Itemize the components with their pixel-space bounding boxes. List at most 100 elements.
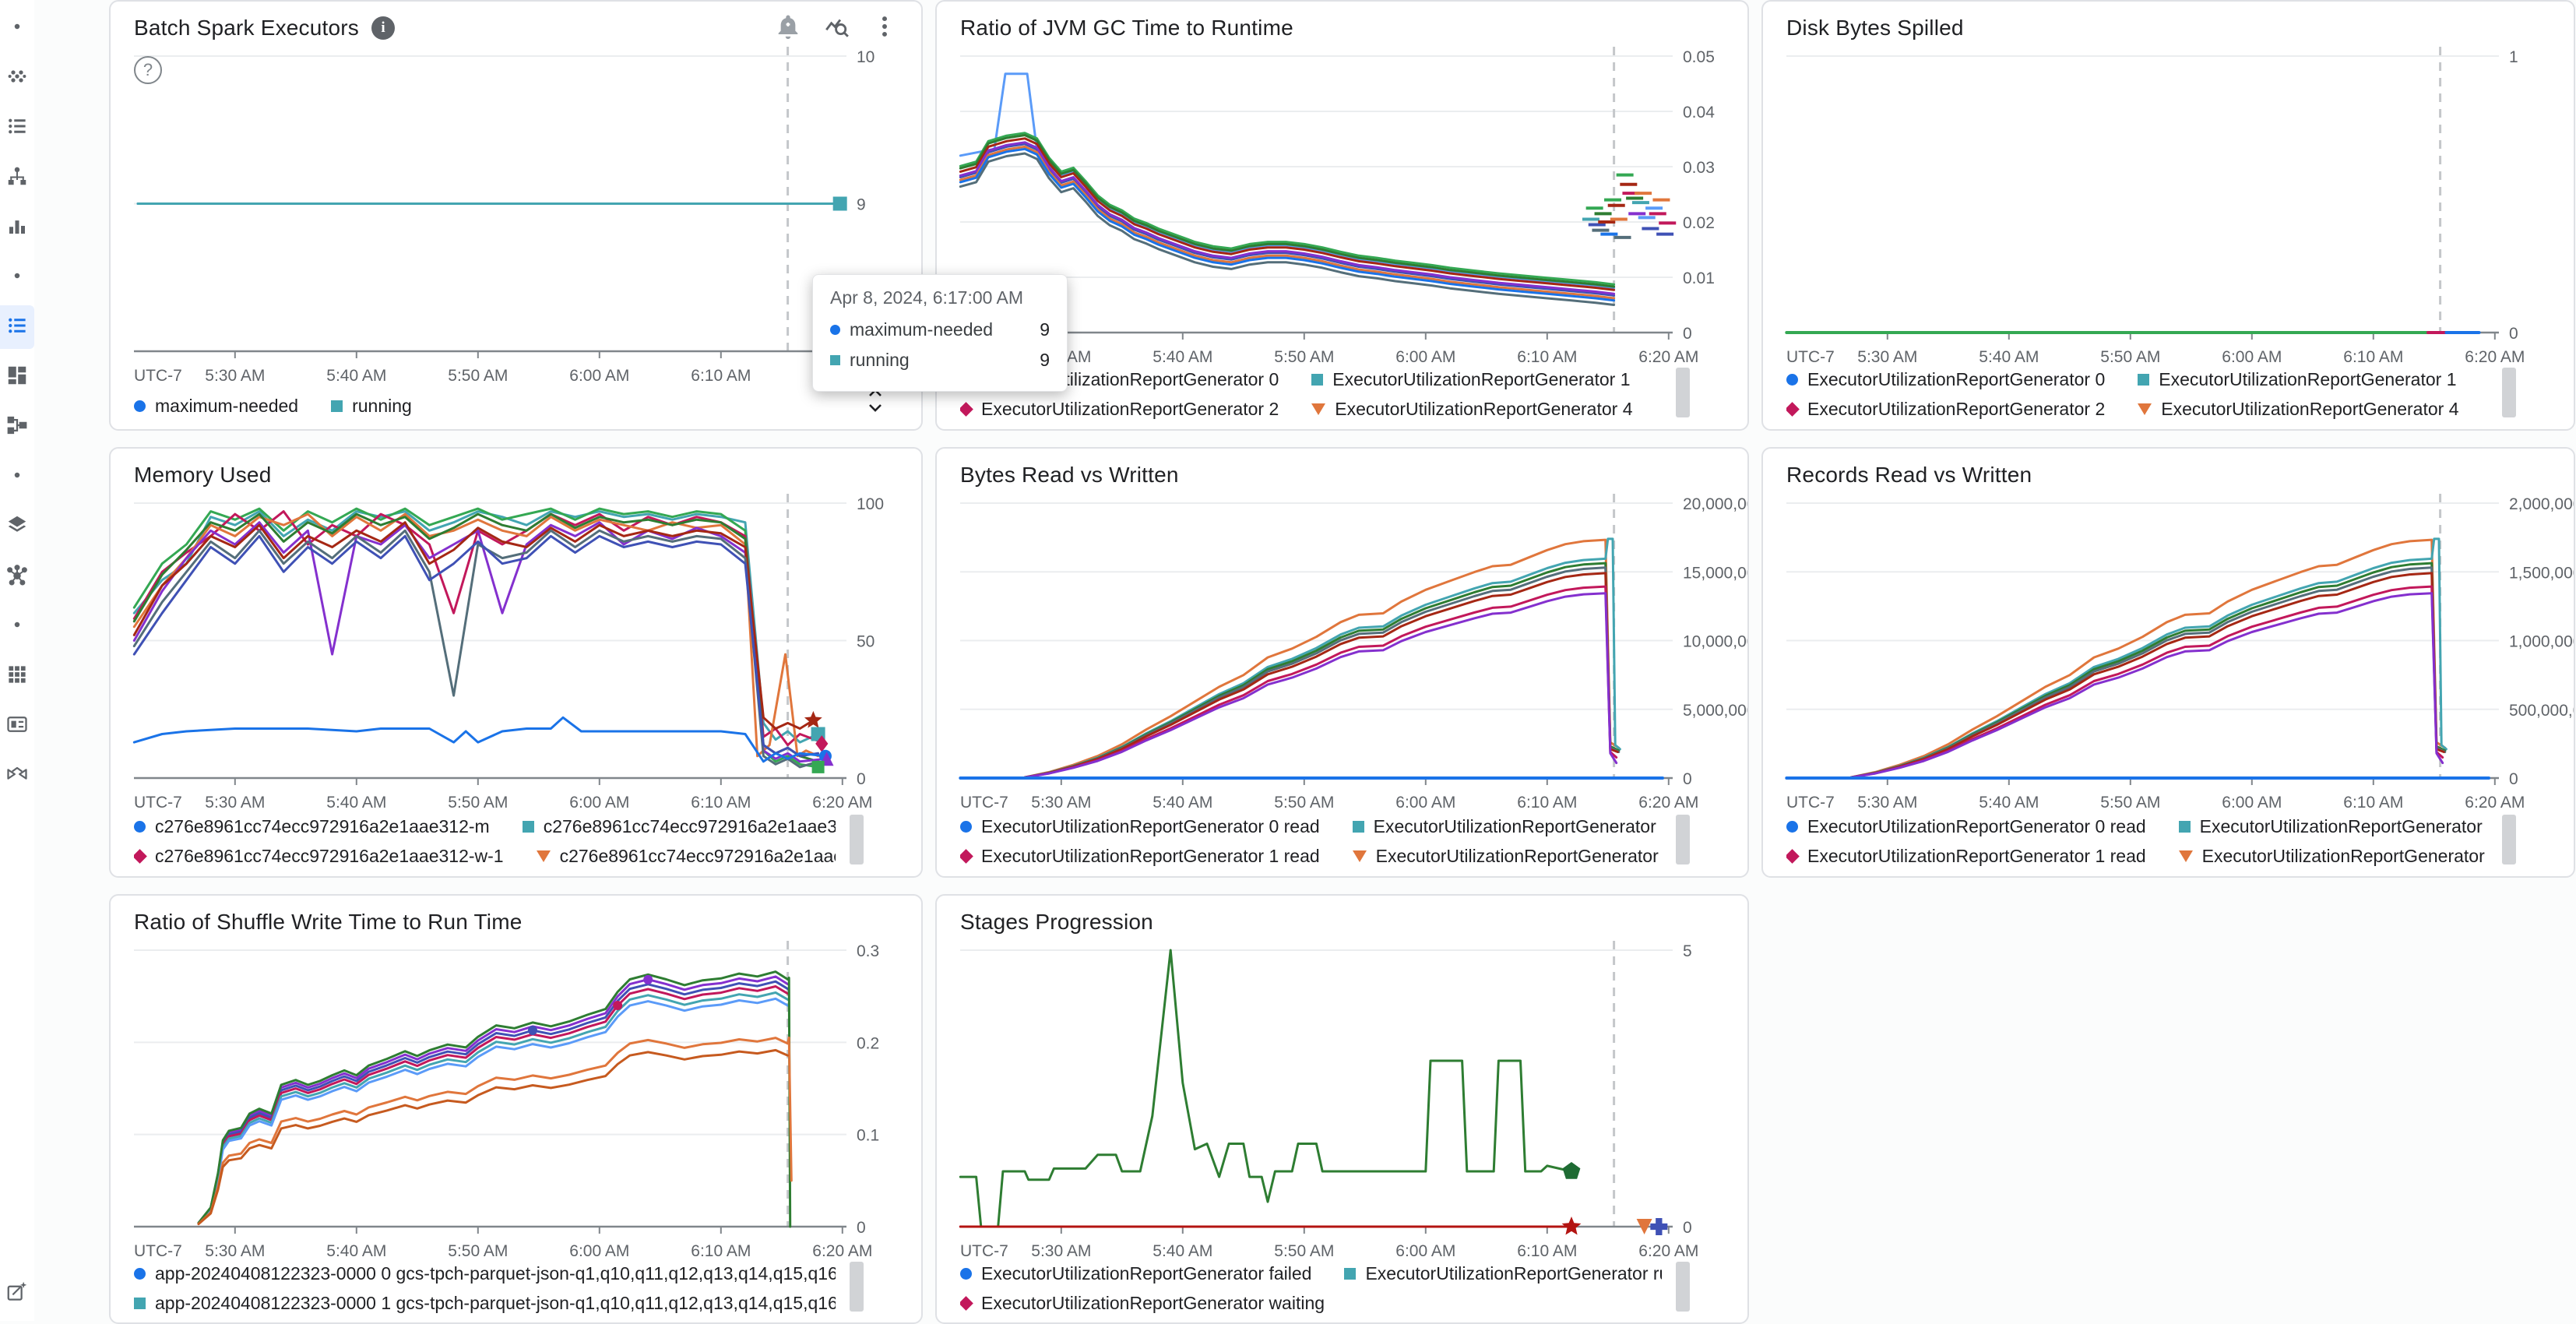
legend-scrollbar[interactable] [1676, 815, 1690, 864]
card-header: Ratio of Shuffle Write Time to Run Time [134, 907, 898, 938]
series-marker-icon [1786, 373, 1798, 386]
series-marker-icon [830, 355, 840, 365]
chart-zoom-icon[interactable] [823, 13, 850, 44]
svg-text:0: 0 [2509, 325, 2518, 343]
series-marker-icon [1344, 1267, 1357, 1280]
legend-label: ExecutorUtilizationReportGenerator 0 rea… [981, 815, 1320, 836]
chart-plot-disk-bytes-spilled[interactable]: 5:30 AM 5:40 AM 5:50 AM 6:00 AM 6:10 AM 6:20 … [1763, 2, 2574, 429]
sidebar-item-bottom[interactable] [0, 1271, 34, 1315]
legend-scrollbar[interactable] [1676, 1262, 1690, 1312]
legend-item[interactable]: ExecutorUtilizationReportGenerator 0 rea… [1786, 816, 2146, 837]
legend-item[interactable]: app-20240408122323-0000 1 gcs-tpch-parqu… [134, 1293, 836, 1314]
more-vert-icon[interactable] [871, 13, 898, 44]
legend-item[interactable]: ExecutorUtilizationReportGenerator 0 wri… [2178, 816, 2488, 837]
chart-plot-jvm-gc-ratio[interactable]: 5:30 AM5:40 AM5:50 AM6:00 AM6:10 AM6:20 … [937, 2, 1747, 429]
legend-item[interactable]: c276e8961cc74ecc972916a2e1aae312-m [134, 816, 490, 837]
sidebar-item-13[interactable] [0, 654, 34, 698]
chart-plot-memory-used[interactable]: 5:30 AM 5:40 AM 5:50 AM 6:00 AM 6:10 AM 6:20 … [111, 449, 921, 876]
tooltip-series-label: maximum-needed [850, 319, 994, 340]
chart-plot-bytes-read-written[interactable]: 5:30 AM 5:40 AM 5:50 AM 6:00 AM 6:10 AM 6:20 … [937, 449, 1747, 876]
svg-text:6:10 AM: 6:10 AM [691, 794, 751, 812]
svg-text:5:40 AM: 5:40 AM [326, 794, 386, 812]
sidebar-item-11[interactable] [0, 555, 34, 598]
sidebar-item-1[interactable] [0, 56, 34, 100]
svg-text:5:30 AM: 5:30 AM [205, 367, 265, 385]
card-header: Disk Bytes Spilled [1786, 12, 2550, 44]
chart-plot-stages-progression[interactable]: 5:30 AM 5:40 AM 5:50 AM 6:00 AM 6:10 AM 6:20 … [937, 896, 1747, 1323]
legend-item[interactable]: ExecutorUtilizationReportGenerator waiti… [960, 1293, 1325, 1314]
svg-text:5:50 AM: 5:50 AM [448, 794, 508, 812]
legend: ExecutorUtilizationReportGenerator 0 Exec… [1786, 364, 2488, 424]
chart-card-batch-spark-executors: 5:30 AM5:40 AM5:50 AM6:00 AM6:10 AM6:20 … [109, 0, 923, 431]
svg-text:5:30 AM: 5:30 AM [1857, 794, 1917, 812]
sidebar-item-14[interactable] [0, 704, 34, 748]
svg-text:6:20 AM: 6:20 AM [1638, 1242, 1698, 1260]
legend: ExecutorUtilizationReportGenerator 0 rea… [1786, 812, 2488, 871]
legend-item[interactable]: ExecutorUtilizationReportGenerator 1 rea… [1786, 846, 2146, 867]
sidebar-item-4[interactable] [0, 206, 34, 249]
bell-plus-icon[interactable] [775, 13, 801, 44]
legend-label: ExecutorUtilizationReportGenerator 1 rea… [981, 845, 1320, 866]
legend-item[interactable]: ExecutorUtilizationReportGenerator 4 [2138, 399, 2459, 420]
legend-item[interactable]: ExecutorUtilizationReportGenerator 0 wri… [1352, 816, 1662, 837]
sidebar-item-6[interactable] [0, 305, 34, 349]
legend-item[interactable]: c276e8961cc74ecc972916a2e1aae312-w-1 [134, 846, 504, 867]
svg-text:UTC-7: UTC-7 [134, 1242, 182, 1260]
legend-item[interactable]: ExecutorUtilizationReportGenerator 1 wri… [2178, 846, 2488, 867]
legend-item[interactable]: ExecutorUtilizationReportGenerator faile… [960, 1263, 1311, 1284]
series-marker-icon [960, 820, 972, 833]
legend-row: ExecutorUtilizationReportGenerator 1 rea… [1786, 841, 2488, 871]
legend-item[interactable]: maximum-needed [134, 396, 298, 417]
legend-scrollbar[interactable] [1676, 368, 1690, 417]
legend-row: c276e8961cc74ecc972916a2e1aae312-m c276e8… [134, 812, 836, 841]
series-marker-icon [2178, 820, 2191, 833]
chart-plot-batch-spark-executors[interactable]: 5:30 AM5:40 AM5:50 AM6:00 AM6:10 AM6:20 … [111, 2, 921, 429]
svg-text:6:20 AM: 6:20 AM [1638, 348, 1698, 366]
legend-label: app-20240408122323-0000 0 gcs-tpch-parqu… [155, 1262, 836, 1284]
legend-item[interactable]: ExecutorUtilizationReportGenerator 1 rea… [960, 846, 1320, 867]
series-marker-icon [830, 325, 840, 335]
legend-item[interactable]: app-20240408122323-0000 0 gcs-tpch-parqu… [134, 1263, 836, 1284]
sidebar-item-2[interactable] [0, 106, 34, 150]
legend-scrollbar[interactable] [850, 815, 864, 864]
help-icon[interactable]: ? [134, 56, 162, 84]
card-title: Disk Bytes Spilled [1786, 16, 1964, 40]
sidebar-item-10[interactable] [0, 505, 34, 548]
legend-label: c276e8961cc74ecc972916a2e1aae312-w-2 [559, 845, 836, 866]
chart-plot-shuffle-write-ratio[interactable]: 5:30 AM 5:40 AM 5:50 AM 6:00 AM 6:10 AM 6:20 … [111, 896, 921, 1323]
legend-item[interactable]: ExecutorUtilizationReportGenerator 2 [1786, 399, 2105, 420]
svg-text:5:40 AM: 5:40 AM [1153, 348, 1212, 366]
legend-item[interactable]: ExecutorUtilizationReportGenerator 0 rea… [960, 816, 1320, 837]
legend-item[interactable]: ExecutorUtilizationReportGenerator 1 wri… [1352, 846, 1662, 867]
legend-item[interactable]: ExecutorUtilizationReportGenerator 0 [1786, 369, 2105, 390]
sidebar-item-8[interactable] [0, 405, 34, 449]
svg-text:6:10 AM: 6:10 AM [691, 367, 751, 385]
sidebar-item-7[interactable] [0, 355, 34, 399]
legend-item[interactable]: ExecutorUtilizationReportGenerator 1 [1311, 369, 1631, 390]
info-icon[interactable]: i [371, 16, 395, 40]
legend-item[interactable]: ExecutorUtilizationReportGenerator runni… [1344, 1263, 1662, 1284]
legend-scrollbar[interactable] [2502, 368, 2516, 417]
legend-item[interactable]: ExecutorUtilizationReportGenerator 4 [1311, 399, 1633, 420]
dot-icon [5, 613, 29, 640]
chart-card-stages-progression: 5:30 AM 5:40 AM 5:50 AM 6:00 AM 6:10 AM 6:20 … [935, 894, 1749, 1324]
sidebar-item-9 [0, 455, 34, 498]
svg-text:0: 0 [857, 770, 866, 788]
legend-item[interactable]: ExecutorUtilizationReportGenerator 1 [2138, 369, 2457, 390]
series-marker-icon [134, 400, 146, 412]
legend-scrollbar[interactable] [850, 1262, 864, 1312]
sidebar-item-15[interactable] [0, 754, 34, 798]
chart-tooltip: Apr 8, 2024, 6:17:00 AM maximum-needed 9… [812, 274, 1068, 392]
svg-text:5:40 AM: 5:40 AM [1153, 794, 1212, 812]
card-title: Batch Spark Executors [134, 16, 359, 40]
sidebar-item-3[interactable] [0, 156, 34, 199]
legend-scrollbar[interactable] [2502, 815, 2516, 864]
legend-item[interactable]: ExecutorUtilizationReportGenerator 2 [960, 399, 1279, 420]
legend-item[interactable]: running [331, 396, 412, 417]
chart-plot-records-read-written[interactable]: 5:30 AM 5:40 AM 5:50 AM 6:00 AM 6:10 AM 6:20 … [1763, 449, 2574, 876]
svg-text:1,000,000,000: 1,000,000,000 [2509, 633, 2574, 651]
legend-item[interactable]: c276e8961cc74ecc972916a2e1aae312-w-2 [536, 845, 836, 867]
tree-icon [5, 164, 29, 192]
legend-item[interactable]: c276e8961cc74ecc972916a2e1aae312-w-0 [522, 816, 836, 837]
legend: maximum-needed running [134, 391, 836, 421]
